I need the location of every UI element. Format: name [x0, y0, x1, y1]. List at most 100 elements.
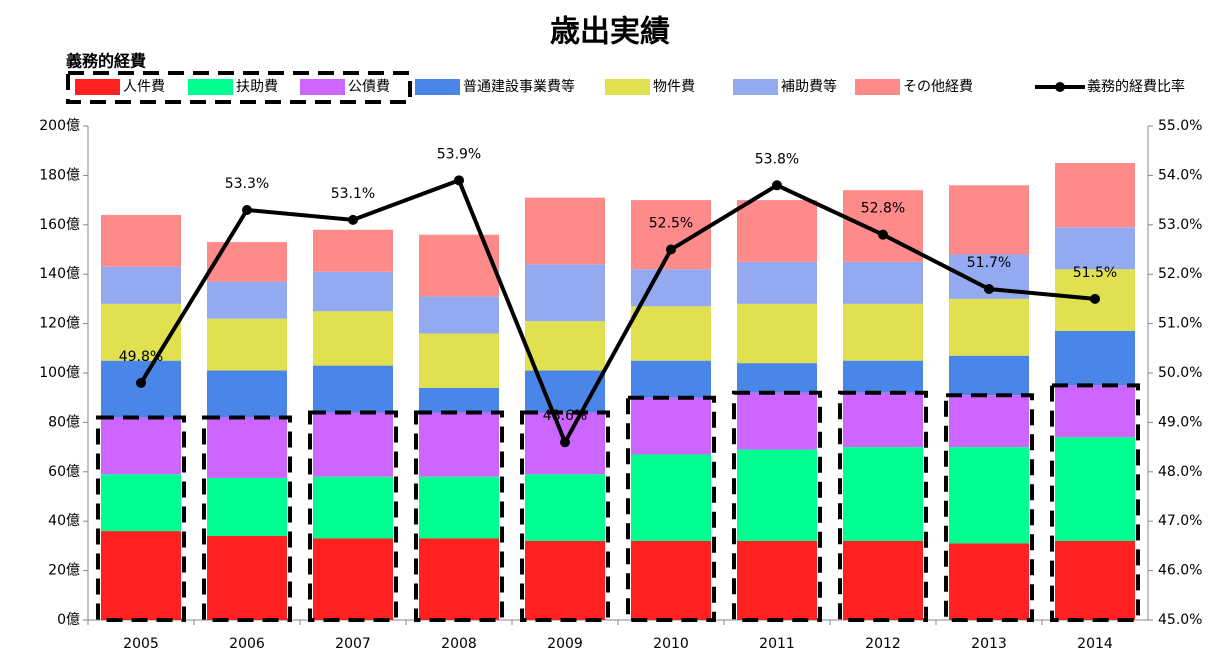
bar-segment — [419, 538, 499, 620]
bar-segment — [737, 261, 817, 304]
y-tick-label: 40億 — [48, 513, 80, 529]
bar-segment — [949, 447, 1029, 544]
group-outline — [414, 410, 504, 622]
bar-segment — [313, 271, 393, 312]
bar-segment — [737, 449, 817, 541]
bar-segment — [101, 266, 181, 304]
bar-segment — [207, 281, 287, 319]
bar-segment — [313, 311, 393, 366]
bar-segment — [631, 360, 711, 398]
bar-segment — [631, 306, 711, 361]
bar-segment — [631, 454, 711, 541]
bar-segment — [313, 412, 393, 477]
bar-segment — [313, 476, 393, 539]
y2-tick-label: 48.0% — [1158, 464, 1202, 480]
bar-segment — [419, 412, 499, 477]
ratio-point — [984, 284, 994, 295]
legend-group-label: 義務的経費 — [66, 52, 146, 71]
legend-swatch — [855, 79, 900, 95]
y2-tick-label: 53.0% — [1158, 217, 1202, 233]
bar-segment — [737, 540, 817, 620]
y-tick-label: 20億 — [48, 563, 80, 579]
bar-segment — [631, 397, 711, 455]
ratio-point — [560, 437, 570, 448]
legend-label: 補助費等 — [781, 78, 837, 95]
chart-title: 歳出実績 — [550, 15, 670, 50]
bar-segment — [525, 474, 605, 541]
y2-tick-label: 54.0% — [1158, 167, 1202, 183]
bar-segment — [843, 540, 923, 620]
bar-segment — [949, 355, 1029, 396]
bar-segment — [1055, 385, 1135, 438]
bar-segment — [419, 234, 499, 297]
x-tick-label: 2007 — [335, 636, 371, 652]
legend-swatch — [188, 79, 233, 95]
bar-segment — [737, 363, 817, 393]
bar-segment — [949, 395, 1029, 448]
legend-swatch — [75, 79, 120, 95]
ratio-point — [454, 175, 464, 186]
x-tick-label: 2008 — [441, 636, 477, 652]
bar-segment — [419, 333, 499, 388]
legend-label: 扶助費 — [236, 79, 278, 95]
data-label: 52.5% — [649, 216, 693, 232]
bar-segment — [949, 298, 1029, 356]
y-tick-label: 60億 — [48, 464, 80, 480]
bar-segment — [101, 417, 181, 475]
legend-swatch — [733, 79, 778, 95]
x-tick-label: 2014 — [1077, 636, 1113, 652]
ratio-point — [1090, 293, 1100, 304]
bar-segment — [631, 540, 711, 620]
x-tick-label: 2013 — [971, 636, 1007, 652]
ratio-point — [878, 229, 888, 240]
data-label: 53.1% — [331, 186, 375, 202]
y2-tick-label: 52.0% — [1158, 266, 1202, 282]
bar-segment — [1055, 437, 1135, 541]
bar-segment — [525, 264, 605, 322]
y-tick-label: 0億 — [57, 612, 80, 628]
y-tick-label: 180億 — [39, 167, 80, 183]
group-outline — [96, 415, 186, 622]
legend-marker — [1055, 82, 1065, 92]
y-tick-label: 80億 — [48, 414, 80, 430]
y2-tick-label: 46.0% — [1158, 563, 1202, 579]
data-label: 48.6% — [543, 408, 587, 424]
bar-segment — [207, 318, 287, 371]
bar-segment — [843, 392, 923, 448]
bar-segment — [207, 536, 287, 620]
ratio-line — [139, 177, 1096, 447]
group-outline — [1050, 383, 1140, 622]
x-tick-label: 2012 — [865, 636, 901, 652]
bar-segment — [419, 296, 499, 334]
legend-swatch — [415, 79, 460, 95]
y2-tick-label: 51.0% — [1158, 316, 1202, 332]
legend-label: 義務的経費比率 — [1087, 78, 1185, 95]
y-tick-label: 140億 — [39, 266, 80, 282]
bar-segment — [525, 321, 605, 371]
bar-segment — [313, 229, 393, 272]
bar-segment — [101, 303, 181, 361]
legend-label: 物件費 — [653, 79, 695, 95]
y-tick-label: 160億 — [39, 217, 80, 233]
bar-segment — [313, 538, 393, 620]
x-tick-label: 2010 — [653, 636, 689, 652]
bar-segment — [1055, 227, 1135, 270]
data-label: 53.9% — [437, 146, 481, 162]
ratio-point — [348, 214, 358, 225]
bar-segment — [419, 387, 499, 413]
bar-segment — [1055, 540, 1135, 620]
legend-label: 公債費 — [348, 79, 390, 95]
bar-segment — [419, 476, 499, 539]
data-label: 52.8% — [861, 201, 905, 217]
data-label: 51.5% — [1073, 265, 1117, 281]
ratio-point — [136, 377, 146, 388]
bar-segment — [949, 185, 1029, 255]
ratio-point — [242, 204, 252, 215]
bar-segment — [207, 477, 287, 537]
ratio-point — [772, 180, 782, 191]
y2-tick-label: 47.0% — [1158, 513, 1202, 529]
data-label: 51.7% — [967, 255, 1011, 271]
y-tick-label: 120億 — [39, 316, 80, 332]
bar-segment — [101, 474, 181, 532]
